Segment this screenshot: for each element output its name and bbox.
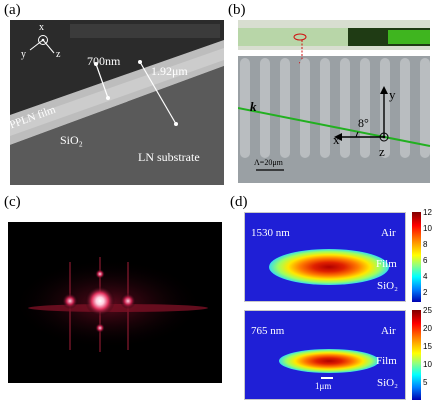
colorbar-tick: 5 xyxy=(423,378,428,387)
colorbar-tick: 6 xyxy=(423,256,428,265)
ln-substrate-label: LN substrate xyxy=(138,150,200,164)
mode-intensity-spot xyxy=(269,249,389,285)
wavelength-label: 1530 nm xyxy=(251,227,290,239)
sio2-label: SiO₂ xyxy=(377,280,398,292)
colorbar-765nm xyxy=(412,310,421,400)
sem-cross-section-image: x y z 700nm 1.92μm PPLN film SiO₂ LN sub… xyxy=(10,20,224,185)
grating-graphic xyxy=(238,20,430,171)
period-scale-label: Λ=20μm xyxy=(254,158,283,167)
air-label: Air xyxy=(381,325,396,337)
axis-z-label: z xyxy=(379,144,385,159)
total-thickness-label: 1.92μm xyxy=(151,64,188,78)
sio2-label: SiO₂ xyxy=(60,133,83,147)
poling-grating-image: k 8° y x z Λ=20μm xyxy=(238,20,430,183)
output-beam-image xyxy=(8,222,222,383)
film-thickness-label: 700nm xyxy=(87,54,121,68)
colorbar-tick: 25 xyxy=(423,306,432,315)
air-label: Air xyxy=(381,227,396,239)
scale-bar-label: 1μm xyxy=(315,381,332,391)
mode-intensity-spot xyxy=(279,349,379,373)
panel-label-c: (c) xyxy=(4,194,21,210)
axis-x-label: x xyxy=(39,22,44,33)
mode-profile-765nm: 765 nm Air Film SiO₂ 1μm xyxy=(244,310,406,400)
colorbar-tick: 4 xyxy=(423,272,428,281)
panel-label-a: (a) xyxy=(4,2,21,18)
colorbar-tick: 20 xyxy=(423,324,432,333)
angle-label: 8° xyxy=(358,116,369,130)
axis-x-label: x xyxy=(333,132,340,147)
panel-label-b: (b) xyxy=(228,2,246,18)
wavelength-label: 765 nm xyxy=(251,325,285,337)
film-label: Film xyxy=(376,355,397,367)
colorbar-tick: 12 xyxy=(423,208,432,217)
colorbar-tick: 10 xyxy=(423,360,432,369)
colorbar-1530nm xyxy=(412,212,421,302)
sem-layers-graphic xyxy=(10,20,224,185)
film-label: Film xyxy=(376,258,397,270)
scale-bar xyxy=(321,377,333,379)
colorbar-tick: 2 xyxy=(423,288,428,297)
axis-z-label: z xyxy=(56,49,61,60)
beam-spots-graphic xyxy=(13,257,208,352)
colorbar-tick: 15 xyxy=(423,342,432,351)
sio2-label: SiO₂ xyxy=(377,377,398,389)
axis-y-label: y xyxy=(389,87,396,102)
colorbar-tick: 8 xyxy=(423,240,428,249)
wavevector-k-label: k xyxy=(250,99,257,114)
axis-y-label: y xyxy=(21,49,26,60)
colorbar-tick: 10 xyxy=(423,224,432,233)
panel-label-d: (d) xyxy=(230,194,248,210)
mode-profile-1530nm: 1530 nm Air Film SiO₂ xyxy=(244,212,406,302)
